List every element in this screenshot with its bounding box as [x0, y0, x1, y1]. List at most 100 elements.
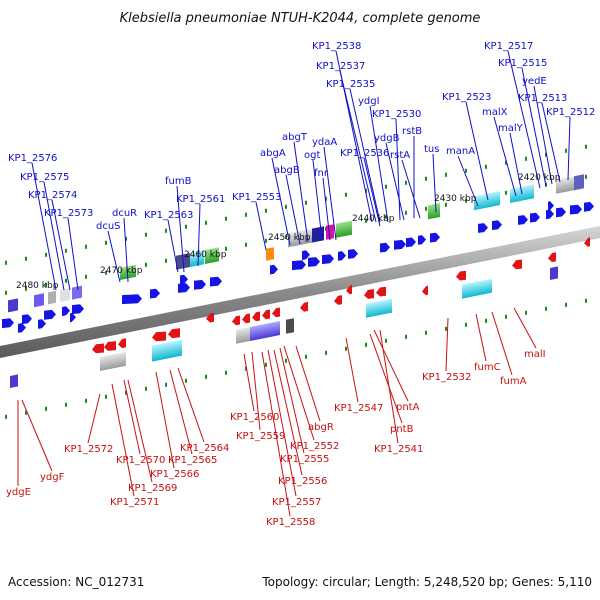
forward-gene-arrow: [418, 235, 426, 245]
gene-label-kp1-2557: KP1_2557: [272, 497, 321, 508]
forward-gene-arrow: [380, 242, 390, 253]
protein-domain-block: [288, 228, 312, 248]
forward-gene-arrow: [292, 260, 306, 271]
tick-mark: [185, 224, 187, 229]
tick-mark: [465, 322, 467, 327]
forward-gene-arrow: [178, 283, 190, 293]
leader-line: [339, 70, 377, 223]
tick-mark: [245, 366, 247, 371]
scale-tick-label: 2440 kbp: [352, 214, 395, 224]
forward-gene-arrow: [406, 237, 416, 248]
forward-gene-arrow: [338, 251, 346, 261]
tick-mark: [345, 192, 347, 197]
leader-line: [507, 50, 541, 189]
gene-label-kp1-2566: KP1_2566: [150, 469, 199, 480]
leader-line: [43, 181, 65, 291]
forward-gene-arrow: [150, 288, 160, 299]
tick-mark: [145, 232, 147, 237]
forward-gene-arrow: [430, 232, 440, 243]
protein-domain-block: [556, 176, 574, 194]
tick-mark: [145, 262, 147, 267]
tick-mark: [245, 242, 247, 247]
tick-mark: [225, 216, 227, 221]
forward-gene-arrow: [270, 264, 278, 275]
tick-mark: [585, 174, 587, 179]
protein-domain-block: [574, 174, 584, 191]
leader-line: [345, 337, 359, 403]
tick-mark: [225, 370, 227, 375]
genome-summary-text: Topology: circular; Length: 5,248,520 bp…: [262, 575, 592, 589]
gene-label-kp1-2541: KP1_2541: [374, 444, 423, 455]
leader-line: [401, 159, 421, 219]
tick-mark: [485, 164, 487, 169]
leader-line: [475, 313, 487, 362]
tick-mark: [145, 386, 147, 391]
leader-line: [51, 199, 71, 291]
gene-label-fuma: fumA: [500, 376, 527, 387]
leader-line: [541, 102, 561, 183]
tick-mark: [365, 218, 367, 223]
leader-line: [373, 329, 409, 402]
tick-mark: [245, 212, 247, 217]
tick-mark: [305, 200, 307, 205]
leader-line: [457, 155, 479, 207]
leader-line: [509, 132, 523, 195]
reverse-gene-arrow: [512, 259, 522, 270]
tick-mark: [345, 346, 347, 351]
protein-domain-block: [286, 318, 294, 334]
tick-mark: [5, 260, 7, 265]
protein-domain-block: [205, 247, 219, 264]
tick-mark: [265, 362, 267, 367]
protein-domain-block: [72, 285, 82, 300]
leader-line: [67, 217, 79, 291]
leader-line: [111, 383, 135, 497]
gene-label-kp1-2571: KP1_2571: [110, 497, 159, 508]
scale-tick-label: 2430 kbp: [434, 194, 477, 204]
tick-mark: [385, 184, 387, 189]
tick-mark: [105, 394, 107, 399]
tick-mark: [485, 318, 487, 323]
tick-mark: [185, 378, 187, 383]
tick-mark: [45, 252, 47, 257]
forward-gene-arrow: [22, 314, 32, 325]
leader-line: [21, 399, 53, 472]
gene-label-mali: malI: [524, 349, 546, 360]
leader-line: [395, 118, 401, 221]
tick-mark: [585, 298, 587, 303]
tick-mark: [25, 286, 27, 291]
reverse-gene-arrow: [262, 309, 270, 320]
reverse-gene-arrow: [92, 343, 104, 354]
tick-mark: [465, 168, 467, 173]
leader-line: [169, 369, 193, 455]
scale-tick-label: 2470 kbp: [100, 266, 143, 276]
tick-mark: [525, 156, 527, 161]
forward-gene-arrow: [556, 207, 566, 218]
protein-domain-block: [326, 224, 334, 240]
gene-label-kp1-2515: KP1_2515: [498, 58, 547, 69]
gene-label-kp1-2556: KP1_2556: [278, 476, 327, 487]
forward-gene-arrow: [38, 319, 46, 329]
tick-mark: [45, 406, 47, 411]
gene-label-pnta: pntA: [396, 402, 420, 413]
gene-label-abgt: abgT: [282, 132, 308, 143]
tick-mark: [285, 358, 287, 363]
gene-label-kp1-2574: KP1_2574: [28, 190, 77, 201]
gene-label-malx: malX: [482, 107, 508, 118]
forward-gene-arrow: [70, 312, 76, 323]
gene-label-kp1-2547: KP1_2547: [334, 403, 383, 414]
protein-domain-block: [312, 226, 324, 243]
reverse-gene-arrow: [252, 311, 260, 322]
gene-label-kp1-2564: KP1_2564: [180, 443, 229, 454]
gene-label-kp1-2563: KP1_2563: [144, 210, 193, 221]
tick-mark: [425, 330, 427, 335]
gene-label-ydge: ydgE: [6, 487, 31, 498]
tick-mark: [565, 148, 567, 153]
map-title: Klebsiella pneumoniae NTUH-K2044, comple…: [120, 11, 481, 26]
label-leader-lines: [17, 50, 571, 517]
gene-label-kp1-2535: KP1_2535: [326, 79, 375, 90]
protein-domain-block: [266, 247, 274, 261]
forward-gene-arrow: [72, 304, 84, 315]
leader-line: [465, 101, 489, 201]
gene-label-kp1-2555: KP1_2555: [280, 454, 329, 465]
gene-label-kp1-2538: KP1_2538: [312, 41, 361, 52]
